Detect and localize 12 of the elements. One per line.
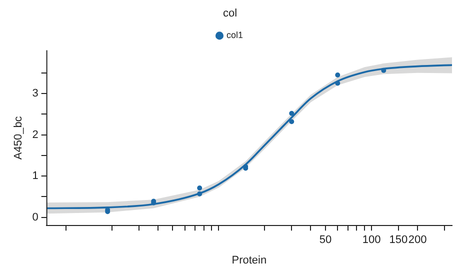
x-tick-label: 100 bbox=[362, 234, 381, 246]
x-tick-label: 200 bbox=[408, 234, 427, 246]
x-tick-label: 150 bbox=[389, 234, 408, 246]
x-tick-label: 50 bbox=[319, 234, 332, 246]
y-tick-label: 0 bbox=[32, 211, 38, 224]
y-tick-label: 1 bbox=[32, 170, 38, 182]
x-axis-title: Protein bbox=[232, 254, 267, 266]
legend-title: col bbox=[222, 8, 238, 20]
y-tick-label: 3 bbox=[32, 88, 38, 100]
y-tick-label: 2 bbox=[32, 128, 38, 141]
y-axis-title: A450_bc bbox=[12, 116, 25, 160]
legend-label: col1 bbox=[226, 30, 244, 40]
